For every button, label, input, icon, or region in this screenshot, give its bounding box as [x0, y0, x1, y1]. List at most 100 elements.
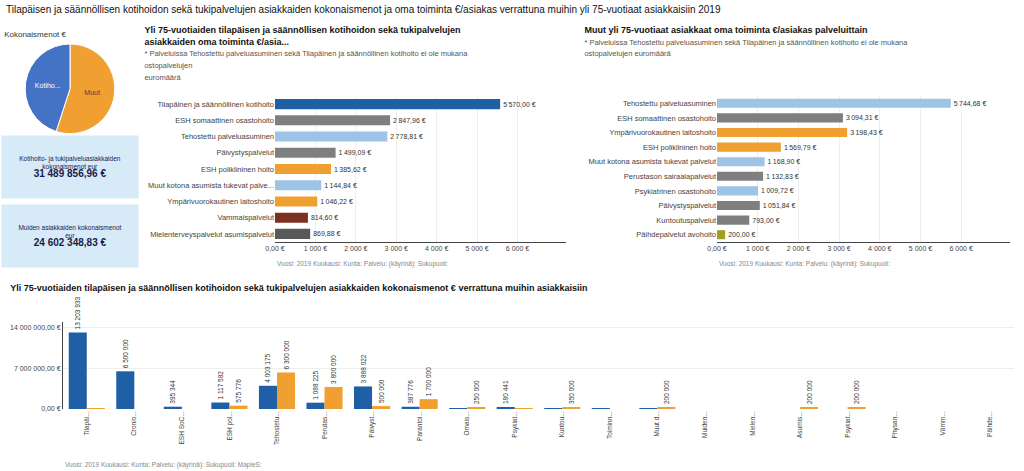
svg-text:Yli 75-vuotiaiden tilapäisen j: Yli 75-vuotiaiden tilapäisen ja säännöll… — [10, 283, 587, 293]
svg-text:Muut: Muut — [84, 89, 100, 96]
svg-text:1 132,83 €: 1 132,83 € — [766, 173, 799, 180]
svg-text:ESH somaattinen osastohoito: ESH somaattinen osastohoito — [617, 114, 716, 123]
svg-text:Kuntoutuspalvelut: Kuntoutuspalvelut — [656, 216, 717, 225]
svg-text:1 046,22 €: 1 046,22 € — [320, 198, 353, 205]
svg-text:1 000 €: 1 000 € — [304, 245, 327, 252]
svg-text:2 000 €: 2 000 € — [344, 245, 367, 252]
svg-text:575 776: 575 776 — [235, 379, 242, 403]
svg-text:Muut kotona asumista tukevat p: Muut kotona asumista tukevat palvelut — [588, 157, 716, 166]
svg-text:ESH poliklininen hoito: ESH poliklininen hoito — [643, 143, 716, 152]
svg-text:Kuntou...: Kuntou... — [558, 411, 565, 437]
svg-text:ESH poliklininen hoito: ESH poliklininen hoito — [201, 165, 274, 174]
svg-text:Tehostetu...: Tehostetu... — [273, 411, 280, 445]
svg-text:387 776: 387 776 — [407, 380, 414, 404]
svg-text:Vammaispalvelut: Vammaispalvelut — [217, 213, 274, 222]
svg-text:500 000: 500 000 — [378, 379, 385, 403]
svg-text:Tehostettu palveluasuminen: Tehostettu palveluasuminen — [623, 99, 716, 108]
svg-text:395 344: 395 344 — [169, 380, 176, 404]
svg-text:13 203 933: 13 203 933 — [74, 297, 81, 330]
svg-text:Vuosi: 2019 Kuukausi: Kunta: P: Vuosi: 2019 Kuukausi: Kunta: Palvelu: (k… — [65, 461, 262, 469]
svg-text:Cronio...: Cronio... — [130, 411, 137, 436]
svg-text:5 000 €: 5 000 € — [909, 245, 932, 252]
svg-text:Omais...: Omais... — [463, 411, 470, 435]
svg-text:Perustason sairaalapalvelut: Perustason sairaalapalvelut — [624, 172, 717, 181]
svg-text:2 847,96 €: 2 847,96 € — [393, 117, 426, 124]
svg-text:Perutas...: Perutas... — [321, 411, 328, 439]
svg-text:Tilapäinen ja säännöllinen kot: Tilapäinen ja säännöllinen kotihoito — [158, 100, 274, 109]
svg-text:180 441: 180 441 — [502, 380, 509, 404]
svg-text:1 700 000: 1 700 000 — [425, 367, 432, 396]
svg-text:Psykiatrinen osastohoito: Psykiatrinen osastohoito — [635, 187, 716, 196]
svg-text:250 000: 250 000 — [473, 380, 480, 404]
svg-text:Muut d...: Muut d... — [653, 411, 660, 436]
svg-text:1 168,90 €: 1 168,90 € — [768, 158, 801, 165]
svg-text:Päihdepalvelut avohoito: Päihdepalvelut avohoito — [636, 230, 716, 239]
svg-text:1 000 €: 1 000 € — [746, 245, 769, 252]
svg-text:0,00 €: 0,00 € — [41, 405, 61, 412]
svg-text:Muut kotona asumista tukevat p: Muut kotona asumista tukevat palve... — [148, 181, 274, 190]
svg-text:Päihde...: Päihde... — [986, 411, 993, 437]
svg-text:Ympärivuorokautinen laitoshoit: Ympärivuorokautinen laitoshoito — [167, 197, 274, 206]
svg-text:3 800 000: 3 800 000 — [330, 355, 337, 384]
svg-text:3 094,31 €: 3 094,31 € — [846, 114, 879, 121]
svg-text:Toiminn...: Toiminn... — [606, 411, 613, 439]
svg-text:4 000 €: 4 000 € — [868, 245, 891, 252]
svg-text:ESH SoC...: ESH SoC... — [178, 411, 185, 444]
svg-text:200 000: 200 000 — [853, 380, 860, 404]
svg-text:6 500 000: 6 500 000 — [122, 339, 129, 368]
svg-text:Muiden...: Muiden... — [701, 411, 708, 438]
svg-text:Päivystyspalvelut: Päivystyspalvelut — [658, 201, 716, 210]
svg-text:Päivystyspalvelut: Päivystyspalvelut — [216, 148, 274, 157]
svg-text:Muiden asiakkaiden kokonaismen: Muiden asiakkaiden kokonaismenoteur24 60… — [18, 224, 121, 249]
svg-text:1 051,84 €: 1 051,84 € — [763, 202, 796, 209]
svg-text:3 000 €: 3 000 € — [827, 245, 850, 252]
svg-text:14 000 000,00 €: 14 000 000,00 € — [10, 324, 61, 331]
svg-text:2 778,81 €: 2 778,81 € — [390, 133, 423, 140]
svg-text:200,00 €: 200,00 € — [728, 231, 755, 238]
svg-text:200 000: 200 000 — [806, 380, 813, 404]
svg-text:6 000 €: 6 000 € — [506, 245, 529, 252]
svg-text:869,88 €: 869,88 € — [313, 230, 340, 237]
svg-text:Tilapäi...: Tilapäi... — [83, 411, 91, 436]
svg-text:Mielen...: Mielen... — [749, 411, 756, 436]
svg-text:3 888 022: 3 888 022 — [360, 354, 367, 383]
svg-text:Asumis...: Asumis... — [796, 411, 803, 438]
svg-text:5 744,68 €: 5 744,68 € — [954, 100, 987, 107]
svg-text:Kokonaismenot €: Kokonaismenot € — [4, 30, 66, 39]
svg-text:Kotiho...: Kotiho... — [35, 82, 61, 89]
svg-text:ESH pol...: ESH pol... — [226, 411, 234, 440]
svg-text:Mielenterveyspalvelut asumispa: Mielenterveyspalvelut asumispalvelut — [150, 230, 275, 239]
svg-text:0,00 €: 0,00 € — [707, 245, 727, 252]
svg-text:Vämm...: Vämm... — [939, 411, 946, 435]
svg-text:ESH somaattinen osastohoito: ESH somaattinen osastohoito — [175, 116, 274, 125]
svg-text:5 000 €: 5 000 € — [465, 245, 488, 252]
svg-text:814,60 €: 814,60 € — [311, 214, 338, 221]
svg-text:7 000 000,00 €: 7 000 000,00 € — [14, 365, 61, 372]
svg-text:1 009,72 €: 1 009,72 € — [761, 187, 794, 194]
svg-text:1 144,84 €: 1 144,84 € — [324, 182, 357, 189]
svg-text:350 000: 350 000 — [568, 380, 575, 404]
svg-text:1 088 225: 1 088 225 — [312, 370, 319, 399]
svg-text:1 385,62 €: 1 385,62 € — [334, 166, 367, 173]
svg-text:1 569,79 €: 1 569,79 € — [784, 144, 817, 151]
svg-text:4 003 175: 4 003 175 — [264, 353, 271, 382]
svg-text:0,00 €: 0,00 € — [265, 245, 285, 252]
svg-text:Vuosi: 2019 Kuukausi: Kunta: P: Vuosi: 2019 Kuukausi: Kunta: Palvelu: (k… — [277, 260, 448, 268]
svg-text:Päivyst...: Päivyst... — [368, 411, 376, 438]
svg-text:3 000 €: 3 000 € — [385, 245, 408, 252]
svg-text:793,00 €: 793,00 € — [752, 217, 779, 224]
svg-text:Parantol...: Parantol... — [416, 411, 423, 441]
svg-text:Ympärivuorokautinen laitoshoit: Ympärivuorokautinen laitoshoito — [609, 128, 716, 137]
svg-text:Muut yli 75-vuotiaat asiakkaat: Muut yli 75-vuotiaat asiakkaat oma toimi… — [584, 25, 908, 58]
svg-text:6 000 €: 6 000 € — [949, 245, 972, 252]
svg-text:6 300 000: 6 300 000 — [283, 340, 290, 369]
svg-text:Physan...: Physan... — [891, 411, 899, 438]
svg-text:4 000 €: 4 000 € — [425, 245, 448, 252]
svg-text:Vuosi: 2019 Kuukausi: Kunta: P: Vuosi: 2019 Kuukausi: Kunta: Palvelu: (k… — [719, 260, 890, 268]
svg-text:200 000: 200 000 — [663, 380, 670, 404]
svg-text:Yli 75-vuotiaiden tilapäisen j: Yli 75-vuotiaiden tilapäisen ja säännöll… — [144, 25, 468, 82]
svg-text:Kotihoito- ja tukipalveluasiak: Kotihoito- ja tukipalveluasiakkaidenkoko… — [19, 155, 121, 180]
svg-text:Psykiat...: Psykiat... — [844, 411, 852, 438]
svg-text:Tehostettu palveluasuminen: Tehostettu palveluasuminen — [181, 132, 274, 141]
svg-text:3 198,43 €: 3 198,43 € — [850, 129, 883, 136]
